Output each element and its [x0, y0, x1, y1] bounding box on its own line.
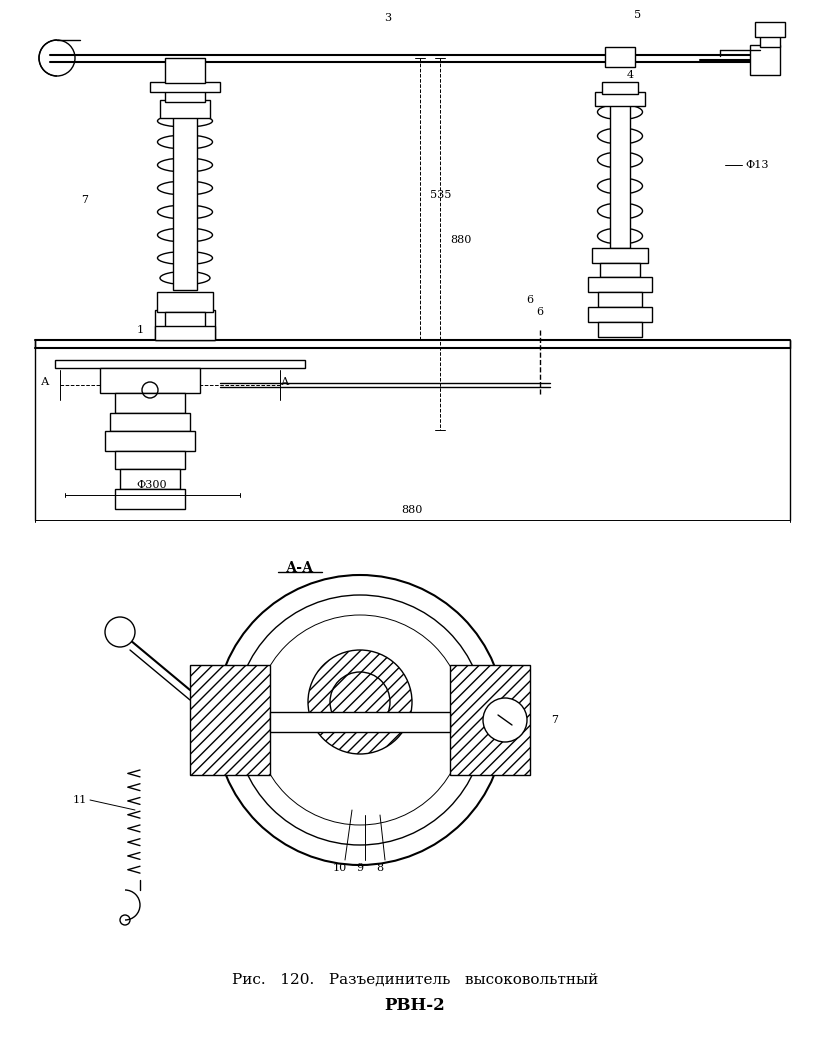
Text: 9: 9	[356, 863, 364, 873]
Text: 10: 10	[333, 863, 347, 873]
Bar	[165, 87, 205, 102]
Bar	[755, 22, 785, 37]
Ellipse shape	[158, 135, 213, 149]
Bar	[165, 295, 205, 310]
Text: 4: 4	[627, 70, 633, 80]
Circle shape	[483, 698, 527, 742]
Text: 6: 6	[526, 295, 534, 305]
Bar	[155, 326, 215, 340]
Text: 880: 880	[401, 505, 423, 515]
Text: А: А	[281, 377, 289, 387]
Bar	[450, 665, 530, 775]
Text: А: А	[41, 377, 49, 387]
Bar	[157, 292, 213, 312]
Bar	[598, 323, 642, 337]
Text: А-А: А-А	[286, 561, 314, 575]
Ellipse shape	[160, 272, 210, 285]
Bar	[760, 35, 780, 47]
Bar	[165, 312, 205, 327]
Ellipse shape	[597, 104, 642, 119]
Bar	[750, 45, 780, 75]
Bar	[592, 248, 648, 264]
Bar	[110, 413, 190, 431]
Ellipse shape	[597, 178, 642, 194]
Text: 3: 3	[385, 13, 391, 23]
Text: Ф13: Ф13	[745, 160, 769, 170]
Text: Ф300: Ф300	[136, 480, 167, 490]
Text: 8: 8	[376, 863, 384, 873]
Ellipse shape	[158, 252, 213, 265]
Text: 6: 6	[537, 307, 543, 317]
Bar	[610, 105, 630, 248]
Bar	[150, 82, 220, 92]
Bar	[115, 393, 185, 413]
Ellipse shape	[158, 181, 213, 195]
Ellipse shape	[597, 152, 642, 168]
Bar	[173, 115, 197, 290]
Bar	[100, 368, 200, 393]
Text: Рис.   120.   Разъединитель   высоковольтный: Рис. 120. Разъединитель высоковольтный	[232, 973, 598, 987]
Ellipse shape	[597, 128, 642, 144]
Text: 7: 7	[81, 195, 88, 204]
Bar	[190, 665, 270, 775]
Bar	[155, 310, 215, 340]
Bar	[602, 82, 638, 94]
Bar	[598, 292, 642, 307]
Text: РВН-2: РВН-2	[385, 996, 445, 1014]
Circle shape	[330, 672, 390, 731]
Bar	[160, 100, 210, 118]
Circle shape	[105, 617, 135, 647]
Bar	[595, 92, 645, 106]
Text: 11: 11	[73, 795, 87, 805]
Text: 880: 880	[450, 235, 471, 245]
Text: 1: 1	[136, 325, 144, 335]
Bar	[115, 489, 185, 509]
Ellipse shape	[597, 228, 642, 243]
Bar	[605, 47, 635, 67]
Bar	[120, 469, 180, 489]
Bar	[588, 307, 652, 323]
Ellipse shape	[158, 228, 213, 242]
Bar	[105, 431, 195, 451]
Text: 5: 5	[634, 9, 642, 20]
Ellipse shape	[158, 204, 213, 219]
Bar	[588, 277, 652, 292]
Circle shape	[308, 650, 412, 754]
Ellipse shape	[597, 203, 642, 219]
Bar	[165, 58, 205, 83]
Ellipse shape	[158, 115, 213, 126]
Bar	[55, 360, 305, 368]
Ellipse shape	[158, 158, 213, 172]
Bar	[270, 713, 450, 731]
Text: 7: 7	[552, 715, 558, 725]
Bar	[600, 264, 640, 277]
Text: 535: 535	[430, 190, 451, 200]
Bar	[115, 451, 185, 469]
